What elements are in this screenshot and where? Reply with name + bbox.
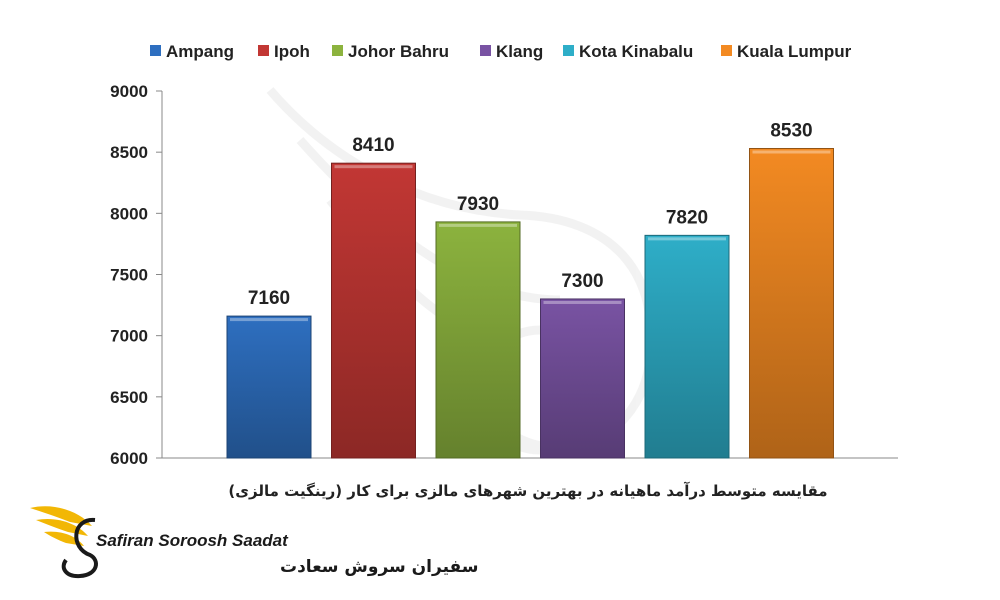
logo-wing-icon [30,506,98,579]
legend-swatch [150,45,161,56]
bar-highlight [543,300,622,304]
legend-swatch [480,45,491,56]
bar-kuala-lumpur [749,147,834,459]
bar-ipoh [331,162,416,459]
bar-klang [540,298,625,459]
y-tick-label: 8000 [110,204,148,223]
y-tick-label: 6000 [110,449,148,468]
data-label-kota-kinabalu: 7820 [666,207,708,228]
y-tick-label: 8500 [110,143,148,162]
bar-kota-kinabalu [644,234,730,459]
logo-name-en: Safiran Soroosh Saadat [96,531,289,550]
legend-item-johor-bahru: Johor Bahru [332,42,449,61]
legend-item-klang: Klang [480,42,543,61]
y-tick-label: 6500 [110,388,148,407]
data-label-klang: 7300 [561,271,603,292]
legend-label: Kota Kinabalu [579,42,693,61]
legend-swatch [563,45,574,56]
bar-highlight [230,318,308,322]
data-label-johor-bahru: 7930 [457,194,499,215]
company-logo: Safiran Soroosh Saadat سفیران سروش سعادت [30,506,478,579]
legend-item-ampang: Ampang [150,42,234,61]
x-axis-caption: مقایسه متوسط درآمد ماهیانه در بهترین شهر… [228,482,827,500]
legend: Ampang Ipoh Johor Bahru Klang Kota Kinabalu K… [150,42,852,61]
legend-item-kota-kinabalu: Kota Kinabalu [563,42,693,61]
data-label-ipoh: 8410 [352,135,394,156]
y-tick-label: 9000 [110,82,148,101]
bar-johor-bahru [435,221,521,459]
y-tick-label: 7500 [110,266,148,285]
bar-highlight [334,165,413,169]
legend-swatch [258,45,269,56]
legend-label: Ampang [166,42,234,61]
legend-label: Klang [496,42,543,61]
bar-highlight [752,150,831,154]
legend-label: Kuala Lumpur [737,42,852,61]
legend-item-kuala-lumpur: Kuala Lumpur [721,42,852,61]
legend-label: Johor Bahru [348,42,449,61]
bar-highlight [439,223,517,227]
data-labels: 7160 8410 7930 7300 7820 8530 [248,120,813,309]
bar-highlight [648,237,726,241]
legend-swatch [332,45,343,56]
legend-item-ipoh: Ipoh [258,42,310,61]
bars [226,147,834,459]
logo-name-fa: سفیران سروش سعادت [280,557,478,577]
data-label-kuala-lumpur: 8530 [770,120,812,141]
y-tick-label: 7000 [110,327,148,346]
data-label-ampang: 7160 [248,288,290,309]
legend-swatch [721,45,732,56]
legend-label: Ipoh [274,42,310,61]
bar-ampang [226,315,312,459]
